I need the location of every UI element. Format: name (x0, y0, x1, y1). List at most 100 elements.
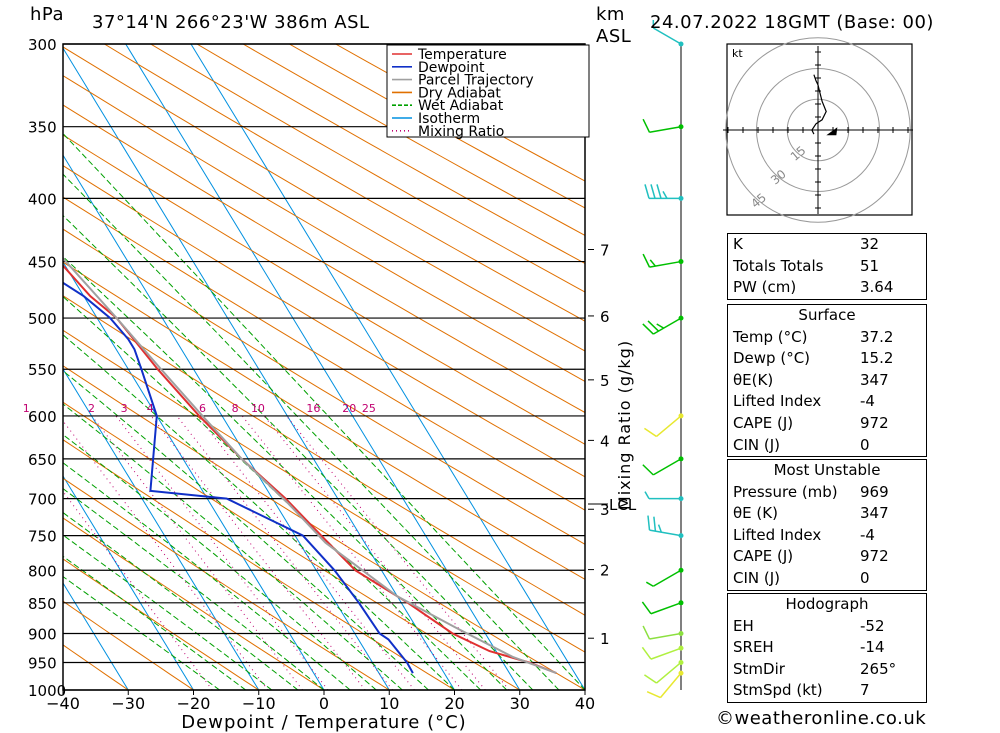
pressure-tick-label: 650 (28, 451, 57, 469)
index-value: 3.64 (860, 278, 894, 297)
dry-adiabat-line (63, 439, 455, 690)
surface-label: CAPE (J) (733, 413, 794, 432)
mixing-ratio-label: 1 (23, 402, 30, 415)
index-row-tt: Totals Totals 51 (728, 256, 926, 278)
barb-staff (652, 458, 682, 476)
surface-row: θE(K) 347 (728, 370, 926, 392)
km-tick-label: 7 (600, 241, 610, 259)
barb-dot (678, 533, 684, 539)
mixing-ratio-line (115, 415, 329, 690)
isotherm-line (63, 261, 325, 690)
barb-flag (642, 625, 651, 640)
storm-motion-marker (826, 127, 838, 136)
km-tick-label: 5 (600, 372, 610, 390)
wet-adiabat-line (63, 173, 560, 690)
hodo-value: -14 (860, 638, 885, 657)
index-value: 32 (860, 235, 880, 253)
isotherm-line (63, 47, 455, 690)
barb-dot (678, 315, 684, 321)
barb-dot (678, 496, 684, 502)
height-unit-asl: ASL (596, 26, 632, 47)
barb-flag (641, 646, 652, 660)
barb-dot (678, 670, 684, 676)
mixing-ratio-label: 10 (251, 402, 265, 415)
x-tick-label: 0 (319, 694, 329, 713)
wind-barb (642, 118, 684, 134)
pressure-unit: hPa (30, 4, 64, 25)
mu-row: Lifted Index -4 (728, 525, 926, 547)
barb-dot (678, 456, 684, 462)
legend-box (386, 44, 590, 138)
barb-dot (678, 195, 684, 201)
wind-barb (646, 670, 684, 699)
wet-adiabat-line (63, 255, 508, 690)
barb-flag (656, 184, 662, 199)
barb-staff (652, 317, 682, 335)
isotherm-line (63, 368, 260, 690)
height-unit-km: km (596, 4, 625, 25)
pressure-tick-label: 750 (28, 528, 57, 546)
hodo-row: EH -52 (728, 616, 926, 638)
barb-dot (678, 41, 684, 47)
barb-staff (649, 632, 682, 640)
wind-barb (645, 567, 684, 587)
barb-staff (650, 647, 682, 660)
index-label: Totals Totals (733, 256, 824, 275)
profiles (63, 256, 557, 675)
pressure-tick-label: 350 (28, 119, 57, 137)
x-tick-label: 10 (379, 694, 399, 713)
mixing-ratio-label: 16 (306, 402, 320, 415)
dry-adiabat-line (104, 44, 585, 322)
km-tick-label: 3 (600, 501, 610, 519)
mu-label: Pressure (mb) (733, 482, 838, 501)
hodograph-table: Hodograph EH -52 SREH -14 StmDir 265° StmSp… (727, 593, 927, 703)
wind-barb (644, 659, 684, 684)
dry-adiabat-line (150, 44, 585, 293)
mu-value: 972 (860, 547, 889, 566)
km-tick-label: 1 (600, 630, 610, 648)
mixing-ratio-axis-title: Mixing Ratio (g/kg) (615, 340, 634, 510)
wind-barb (652, 19, 684, 47)
wind-barb (641, 645, 684, 660)
pressure-tick-label: 400 (28, 190, 57, 208)
barb-flag (647, 320, 660, 332)
wind-barb (642, 456, 684, 476)
wind-barb (644, 184, 684, 201)
mu-label: Lifted Index (733, 525, 822, 544)
wet-adiabat-line (63, 214, 534, 690)
dry-adiabat-line (63, 517, 325, 690)
dry-adiabat-line (63, 401, 521, 690)
pressure-tick-label: 700 (28, 491, 57, 509)
mixing-ratio-labels: 1 2 3 4 6 8 10 16 20 25 (23, 402, 376, 415)
wind-barbs (641, 19, 684, 699)
barb-flag (662, 190, 668, 199)
x-axis-title: Dewpoint / Temperature (°C) (181, 712, 466, 733)
surface-label: CIN (J) (733, 435, 781, 454)
surface-value: 347 (860, 370, 889, 389)
hodo-row: SREH -14 (728, 637, 926, 659)
barb-staff (650, 602, 682, 615)
km-tick-label: 6 (600, 308, 610, 326)
mu-value: -4 (860, 525, 875, 544)
mu-row: CAPE (J) 972 (728, 546, 926, 568)
barb-flag (647, 515, 651, 531)
dry-adiabat-line (242, 44, 585, 237)
hodo-value: 265° (860, 659, 897, 678)
axis-labels: 3003504004505005506006507007508008509009… (28, 36, 634, 733)
pressure-tick-label: 800 (28, 562, 57, 580)
profile-parcel-trajectory (63, 256, 557, 675)
surface-value: 972 (860, 413, 889, 432)
hodo-row: StmSpd (kt) 7 (728, 680, 926, 702)
legend-label: Dry Adiabat (418, 85, 501, 101)
pressure-tick-label: 500 (28, 310, 57, 328)
wet-adiabat-line (63, 555, 246, 690)
datetime: 24.07.2022 18GMT (Base: 00) (650, 12, 934, 33)
hodograph-unit: kt (732, 47, 743, 60)
dry-adiabat-line (63, 600, 194, 690)
surface-row: Dewp (°C) 15.2 (728, 348, 926, 370)
barb-dot (678, 259, 684, 265)
mixing-ratio-label: 4 (147, 402, 154, 415)
legend-label: Mixing Ratio (418, 124, 504, 140)
